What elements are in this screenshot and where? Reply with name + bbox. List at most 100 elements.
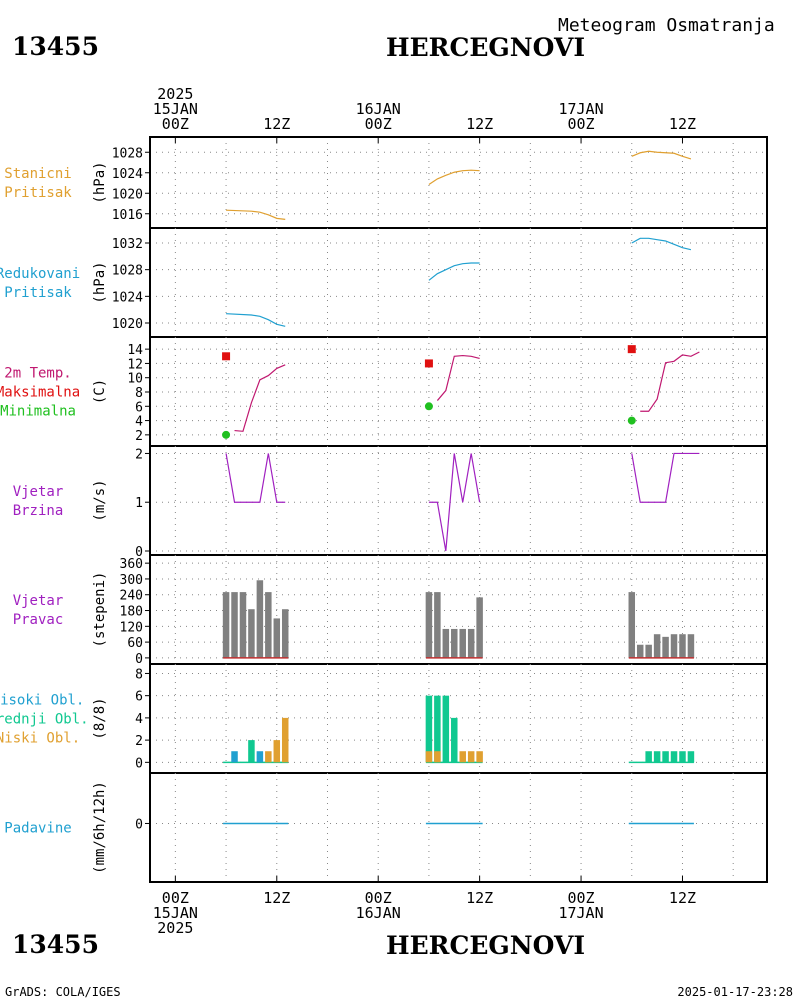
panel-label: Vjetar [13,484,64,500]
min-temp-marker [424,402,433,411]
min-temp-marker [222,430,231,439]
time-label-top: 15JAN [153,100,198,118]
y-tick-label: 1016 [112,208,143,223]
series-line [640,351,700,412]
bar [248,740,255,763]
product-title: Meteogram Osmatranja [558,15,775,36]
series-line [225,453,286,503]
bar [670,634,678,658]
time-label-bottom: 17JAN [558,904,603,922]
bar [687,751,695,763]
bar [687,634,695,658]
panel-cloud-cover: 0 2 4 6 8 (8/8) Visoki Obl. Srednji Obl. Niski O… [0,663,767,773]
bar [459,628,466,658]
bar [476,597,483,658]
bar [231,592,238,658]
bar [645,751,652,763]
bar [434,695,441,763]
panel-precipitation: 0 (mm/6h/12h) Padavine [4,772,767,882]
panel-label: Vjetar [13,593,64,609]
bar [653,751,661,763]
bar [442,695,450,763]
bar [434,751,441,763]
time-label-top: 2025 [157,85,193,103]
time-label-top: 17JAN [558,100,603,118]
bar [273,740,281,763]
y-tick-label: 2 [135,447,143,462]
bar [222,592,230,658]
y-tick-label: 8 [135,386,143,401]
time-label-bottom: 12Z [669,889,696,907]
unit-label: (m/s) [92,479,108,521]
y-tick-label: 4 [135,415,143,430]
bar [265,592,272,658]
series-line [428,453,481,552]
panel-label: Minimalna [0,404,76,420]
bar [476,751,483,763]
panel-label: Redukovani [0,266,80,282]
station-id-top: 13455 [12,32,99,61]
bar [273,618,281,658]
time-label-top: 12Z [263,115,290,133]
time-label-bottom: 00Z [365,889,392,907]
bar [425,695,433,763]
y-tick-label: 1020 [112,187,143,202]
unit-label: (C) [92,379,108,404]
time-label-bottom: 00Z [568,889,595,907]
panel-wind-speed: 0 1 2 (m/s) Vjetar Brzina [13,445,767,560]
time-label-bottom: 00Z [162,889,189,907]
bar [679,751,686,763]
time-label-top: 12Z [669,115,696,133]
bar [636,644,644,658]
panel-label: Brzina [13,503,64,519]
y-tick-label: 1028 [112,146,143,161]
y-tick-label: 360 [120,557,143,572]
panel-label: Pritisak [4,285,72,301]
panel-label: Stanicni [4,166,71,182]
series-line [428,262,480,281]
y-tick-label: 0 [135,652,143,667]
panel-label: Niski Obl. [0,731,80,747]
series-line [631,150,692,160]
bar [679,634,686,658]
time-label-top: 00Z [365,115,392,133]
panel-label: Pritisak [4,185,72,201]
y-tick-label: 14 [127,343,143,358]
bar [425,751,433,763]
bar [281,717,289,763]
y-tick-label: 1 [135,496,143,511]
y-tick-label: 0 [135,756,143,771]
series-line [226,209,286,220]
panel-label: Visoki Obl. [0,693,84,709]
timestamp-label: 2025-01-17-23:28 [677,985,793,999]
y-tick-label: 12 [127,357,143,372]
y-tick-label: 1028 [112,264,143,279]
max-temp-marker [222,352,231,361]
bar [231,751,238,763]
bar [459,751,466,763]
time-label-top: 16JAN [356,100,401,118]
series-line [436,354,480,401]
bar [645,644,652,658]
bar [281,609,289,658]
max-temp-marker [627,345,636,354]
panel-label: Maksimalna [0,385,80,401]
station-name-top: HERCEGNOVI [386,33,585,62]
unit-label: (mm/6h/12h) [92,781,108,874]
panel-reduced-pressure: 1020 1024 1028 1032 (hPa) Redukovani Pritisak [0,227,767,337]
station-name-bottom: HERCEGNOVI [386,931,585,960]
time-label-bottom: 12Z [263,889,290,907]
bar [425,592,433,658]
plot-frame [149,136,768,883]
panel-label: Pravac [13,612,64,628]
panel-label: Srednji Obl. [0,712,89,728]
series-line [226,313,286,327]
y-tick-label: 8 [135,667,143,682]
y-tick-label: 2 [135,734,143,749]
y-tick-label: 1020 [112,317,143,332]
bar [628,592,636,658]
